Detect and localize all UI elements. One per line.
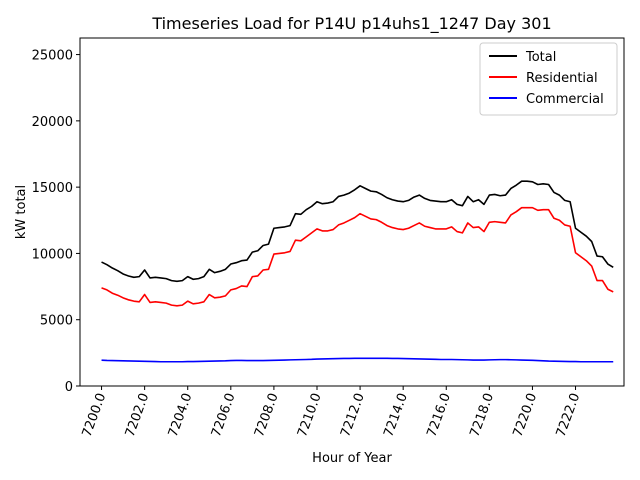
series-line-residential bbox=[101, 206, 614, 307]
legend-label-commercial: Commercial bbox=[526, 92, 604, 107]
y-axis-label: kW total bbox=[14, 185, 29, 239]
chart-title: Timeseries Load for P14U p14uhs1_1247 Da… bbox=[151, 14, 551, 34]
legend-label-residential: Residential bbox=[526, 71, 598, 86]
y-tick-label: 20000 bbox=[32, 115, 73, 130]
y-tick-label: 0 bbox=[65, 380, 73, 395]
y-tick-label: 10000 bbox=[32, 247, 73, 262]
legend: Total Residential Commercial bbox=[479, 42, 618, 116]
series-line-commercial bbox=[101, 357, 614, 363]
series-line-total bbox=[101, 180, 614, 283]
legend-label-total: Total bbox=[525, 50, 556, 65]
y-tick-label: 25000 bbox=[32, 49, 73, 64]
series-layer bbox=[101, 180, 614, 363]
y-tick-label: 5000 bbox=[40, 314, 73, 329]
legend-entries: Total Residential Commercial bbox=[489, 50, 604, 107]
y-tick-label: 15000 bbox=[32, 181, 73, 196]
y-axis: 0 5000 10000 15000 20000 25000 bbox=[32, 49, 80, 395]
plot-frame bbox=[79, 37, 625, 387]
x-axis-label: Hour of Year bbox=[312, 451, 392, 466]
